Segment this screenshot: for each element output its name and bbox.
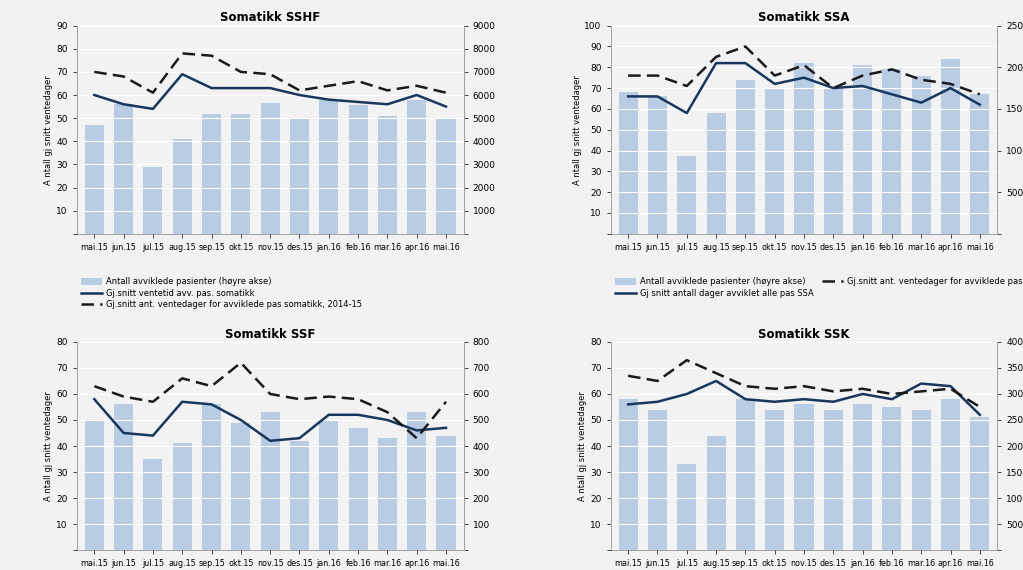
Bar xyxy=(795,404,813,550)
Bar xyxy=(115,104,133,234)
Bar xyxy=(677,464,697,550)
Bar xyxy=(648,96,667,234)
Bar xyxy=(407,412,427,550)
Bar xyxy=(736,399,755,550)
Bar xyxy=(619,399,637,550)
Bar xyxy=(437,119,455,234)
Bar xyxy=(648,410,667,550)
Bar xyxy=(824,88,843,234)
Title: Somatikk SSF: Somatikk SSF xyxy=(225,328,315,341)
Y-axis label: A ntall gj snitt ventedager: A ntall gj snitt ventedager xyxy=(44,75,53,185)
Bar xyxy=(883,70,901,234)
Bar xyxy=(143,166,163,234)
Bar xyxy=(619,92,637,234)
Bar xyxy=(115,404,133,550)
Bar xyxy=(85,125,103,234)
Legend: Antall avviklede pasienter (høyre akse), Gj.snitt ventetid avv. pas. somatikk, G: Antall avviklede pasienter (høyre akse),… xyxy=(81,278,362,310)
Bar xyxy=(736,80,755,234)
Bar xyxy=(677,156,697,234)
Bar xyxy=(85,420,103,550)
Bar xyxy=(290,441,309,550)
Bar xyxy=(261,103,279,234)
Bar xyxy=(971,94,989,234)
Bar xyxy=(707,113,725,234)
Bar xyxy=(853,404,873,550)
Bar xyxy=(971,417,989,550)
Bar xyxy=(707,435,725,550)
Y-axis label: A ntall gj snitt ventedager: A ntall gj snitt ventedager xyxy=(578,391,587,501)
Bar xyxy=(377,116,397,234)
Bar xyxy=(437,435,455,550)
Bar xyxy=(853,65,873,234)
Bar xyxy=(349,428,367,550)
Bar xyxy=(173,443,191,550)
Bar xyxy=(941,399,960,550)
Bar xyxy=(202,404,221,550)
Bar xyxy=(143,459,163,550)
Bar xyxy=(173,139,191,234)
Bar xyxy=(261,412,279,550)
Bar xyxy=(377,438,397,550)
Bar xyxy=(202,113,221,234)
Bar xyxy=(795,63,813,234)
Bar xyxy=(407,100,427,234)
Bar xyxy=(883,407,901,550)
Bar xyxy=(290,119,309,234)
Bar xyxy=(319,100,339,234)
Title: Somatikk SSA: Somatikk SSA xyxy=(758,11,850,25)
Bar xyxy=(911,76,931,234)
Bar xyxy=(941,59,960,234)
Bar xyxy=(319,420,339,550)
Y-axis label: A ntall gj snitt ventedager: A ntall gj snitt ventedager xyxy=(44,391,53,501)
Legend: Antall avviklede pasienter (høyre akse), Gj snitt antall dager avviklet alle pas: Antall avviklede pasienter (høyre akse),… xyxy=(615,278,1023,298)
Title: Somatikk SSHF: Somatikk SSHF xyxy=(220,11,320,25)
Bar xyxy=(349,105,367,234)
Bar xyxy=(231,113,251,234)
Bar xyxy=(765,410,785,550)
Bar xyxy=(765,88,785,234)
Y-axis label: A ntall gj snitt ventedager: A ntall gj snitt ventedager xyxy=(573,75,581,185)
Bar xyxy=(231,422,251,550)
Bar xyxy=(911,410,931,550)
Title: Somatikk SSK: Somatikk SSK xyxy=(758,328,850,341)
Bar xyxy=(824,410,843,550)
